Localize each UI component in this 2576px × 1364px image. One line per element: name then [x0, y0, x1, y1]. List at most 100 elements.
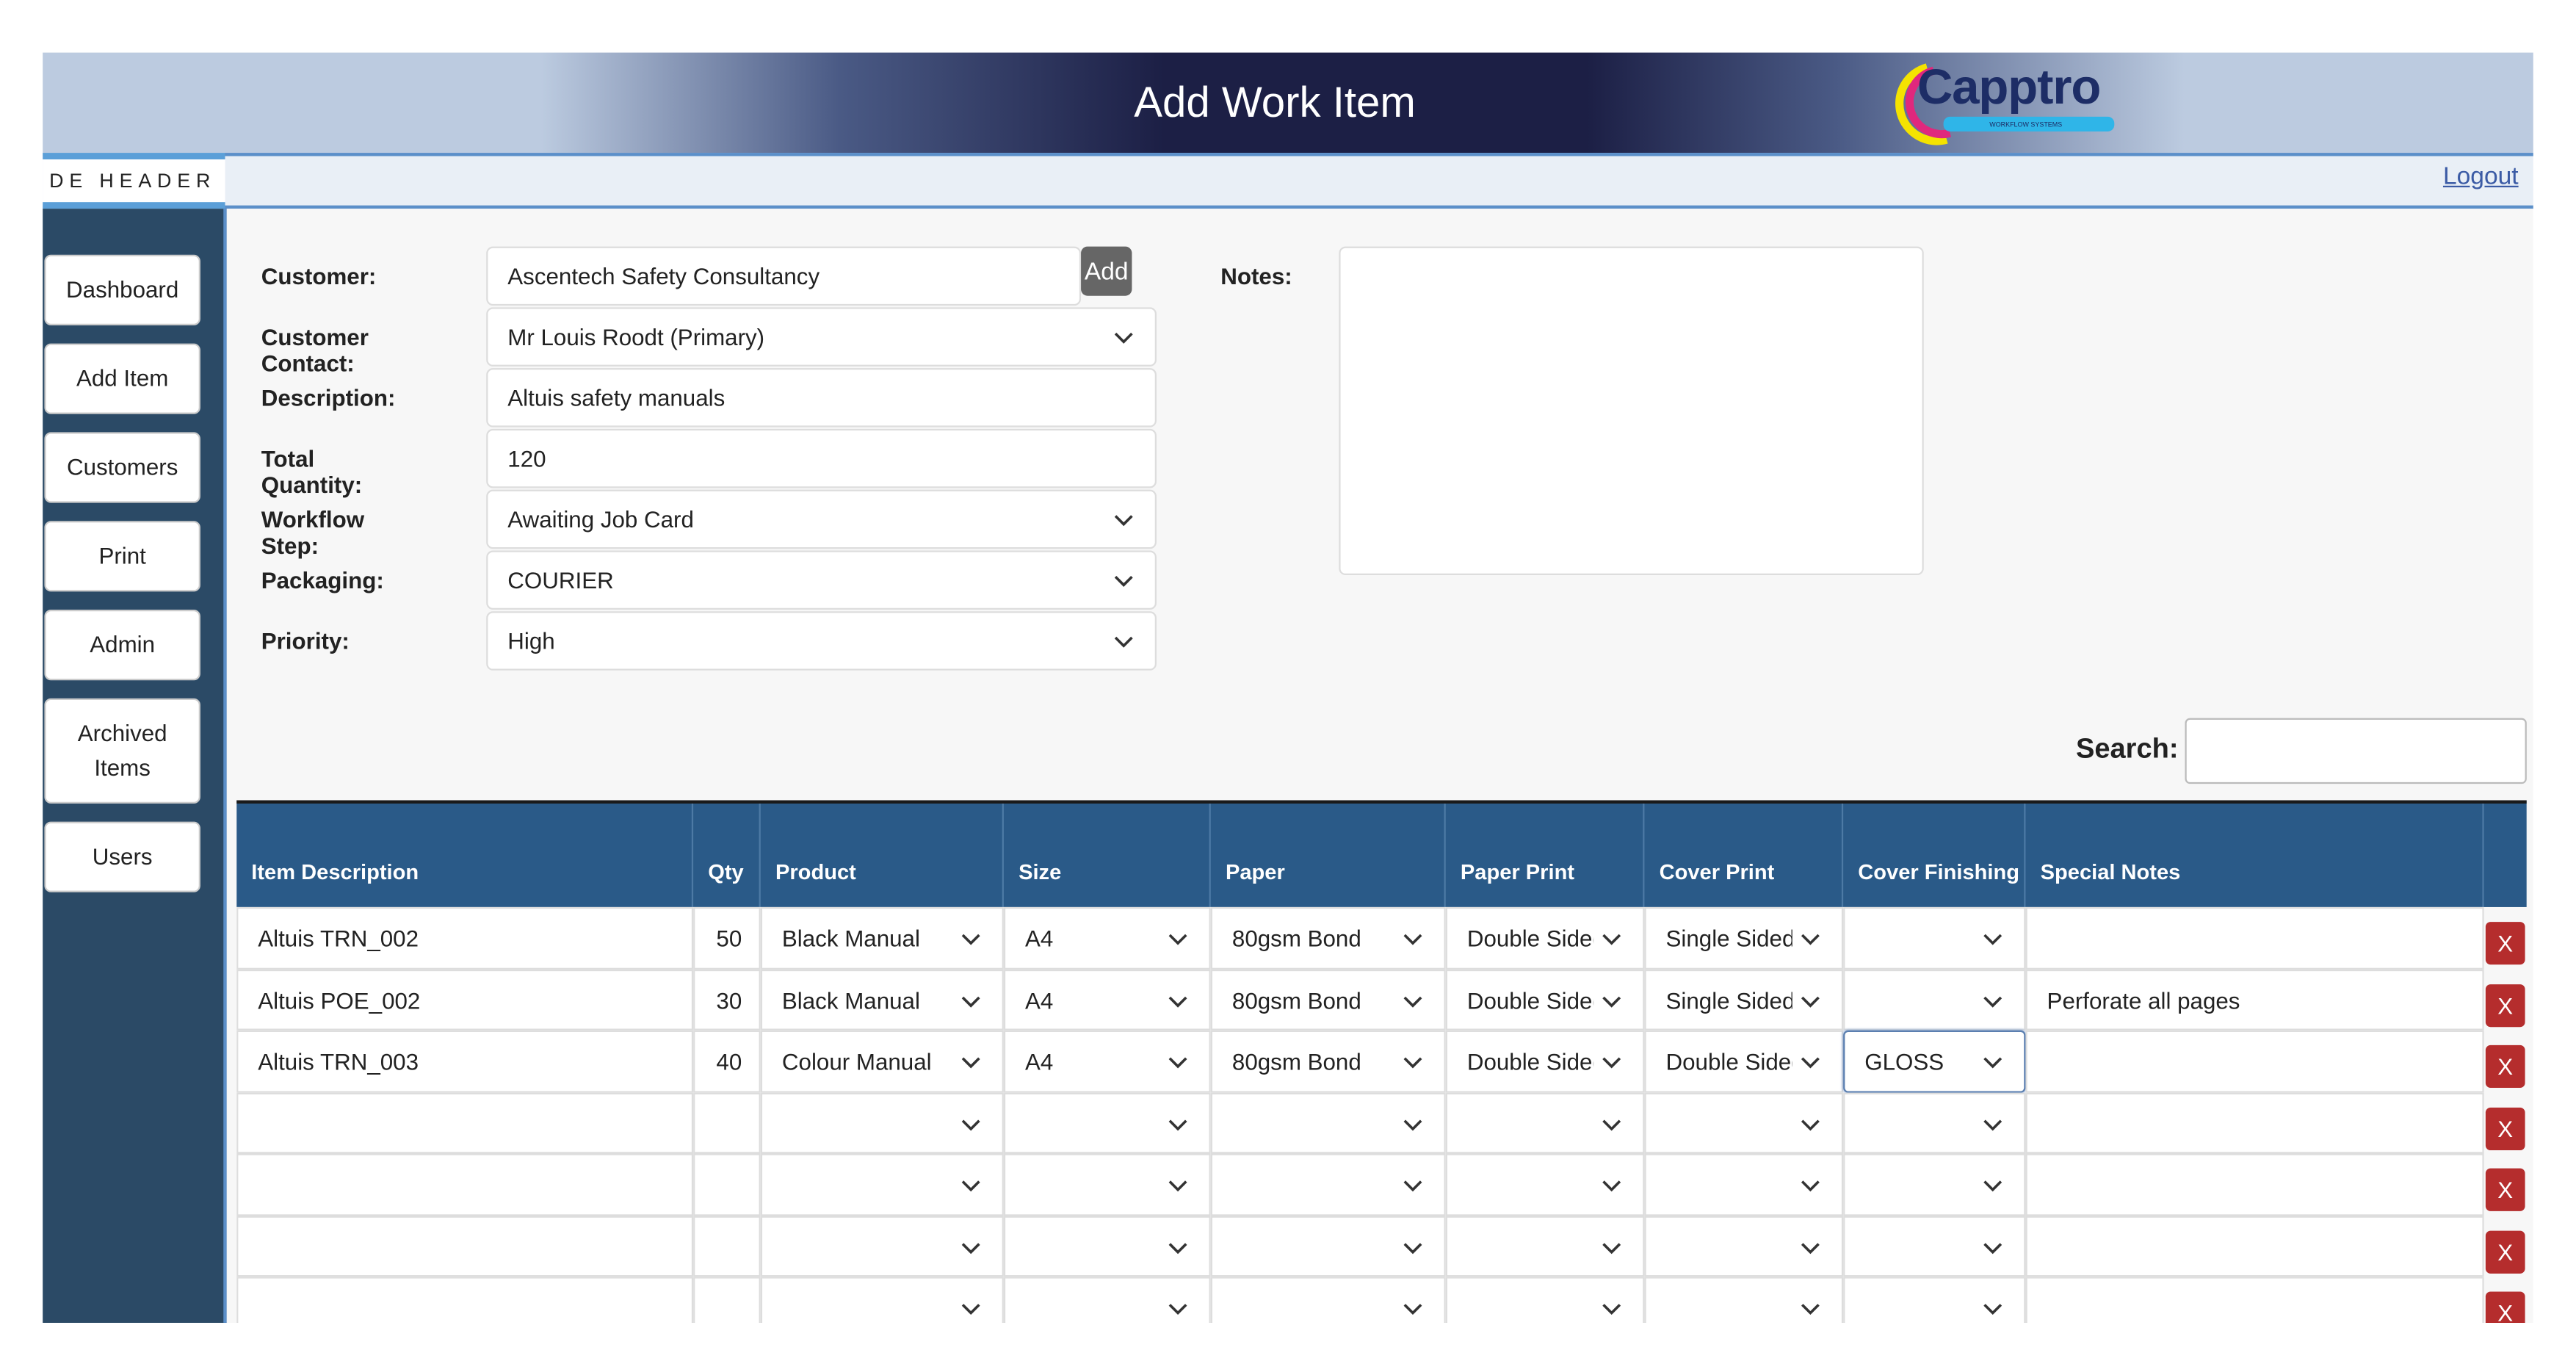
cell-value: Single Sided — [1665, 986, 1792, 1014]
field-select[interactable]: High — [486, 611, 1157, 671]
column-header: Paper — [1211, 803, 1446, 907]
delete-row-button[interactable]: X — [2485, 1230, 2525, 1273]
cell-input[interactable] — [236, 1091, 694, 1154]
cell-select[interactable] — [760, 1277, 1004, 1323]
cell-input[interactable] — [236, 1153, 694, 1216]
dropdown-chevron — [1168, 1057, 1187, 1069]
cell-select[interactable]: A4 — [1003, 968, 1211, 1031]
cell-select[interactable]: A4 — [1003, 1030, 1211, 1092]
cell-input[interactable] — [2025, 1153, 2484, 1216]
delete-row-button[interactable]: X — [2485, 1168, 2525, 1211]
cell-select[interactable]: 80gsm Bond — [1210, 968, 1446, 1031]
field-select[interactable]: Awaiting Job Card — [486, 489, 1157, 549]
delete-row-button[interactable]: X — [2485, 983, 2525, 1027]
cell-input[interactable] — [693, 1153, 761, 1216]
cell-select[interactable]: Black Manual — [760, 906, 1004, 969]
delete-row-button[interactable]: X — [2485, 1044, 2525, 1089]
delete-row-button[interactable]: X — [2485, 1106, 2525, 1150]
cell-value: Altuis TRN_003 — [258, 1048, 419, 1075]
cell-select[interactable] — [1843, 1277, 2026, 1323]
cell-input[interactable] — [236, 1215, 694, 1277]
cell-select[interactable] — [1644, 1215, 1844, 1277]
field-value: Awaiting Job Card — [507, 506, 694, 533]
field-input[interactable]: 120 — [486, 428, 1157, 488]
cell-select[interactable] — [760, 1215, 1004, 1277]
cell-select[interactable] — [1445, 1277, 1645, 1323]
cell-select[interactable]: A4 — [1003, 906, 1211, 969]
search-input[interactable] — [2185, 718, 2527, 784]
cell-input[interactable]: 40 — [693, 1030, 761, 1092]
cell-select[interactable] — [1003, 1277, 1211, 1323]
chevron-line — [1983, 1119, 2002, 1130]
cell-select[interactable]: 80gsm Bond — [1210, 906, 1446, 969]
cell-select[interactable]: Double Sided — [1445, 1030, 1645, 1092]
cell-input[interactable]: Altuis TRN_002 — [236, 906, 694, 969]
cell-input[interactable] — [2025, 1277, 2484, 1323]
cell-select[interactable]: Double Sided — [1644, 1030, 1844, 1092]
cell-select[interactable]: Double Sided — [1445, 906, 1645, 969]
logout-link[interactable]: Logout — [2442, 162, 2519, 191]
cell-select[interactable] — [1644, 1277, 1844, 1323]
cell-select[interactable] — [1210, 1153, 1446, 1216]
field-select[interactable]: Mr Louis Roodt (Primary) — [486, 307, 1157, 367]
field-label: Customer Contact: — [261, 323, 369, 377]
notes-textarea[interactable] — [1339, 246, 1924, 576]
dropdown-chevron — [1602, 934, 1621, 945]
cell-input[interactable] — [236, 1277, 694, 1323]
nav-button[interactable]: Add Item — [44, 343, 200, 414]
cell-select[interactable] — [1210, 1215, 1446, 1277]
cell-select[interactable]: 80gsm Bond — [1210, 1030, 1446, 1092]
cell-input[interactable] — [693, 1277, 761, 1323]
delete-row-button[interactable]: X — [2485, 922, 2525, 965]
nav-button[interactable]: Dashboard — [44, 254, 200, 325]
cell-select[interactable] — [1843, 1153, 2026, 1216]
nav-button[interactable]: Print — [44, 521, 200, 592]
cell-select[interactable] — [1003, 1215, 1211, 1277]
cell-input[interactable] — [693, 1215, 761, 1277]
add-customer-button[interactable]: Add — [1081, 246, 1132, 296]
cell-select[interactable] — [1644, 1153, 1844, 1216]
cell-input[interactable] — [2025, 1030, 2484, 1092]
nav-button[interactable]: Admin — [44, 610, 200, 681]
cell-select[interactable] — [1210, 1091, 1446, 1154]
cell-input[interactable]: 30 — [693, 968, 761, 1031]
cell-select[interactable]: Single Sided — [1644, 906, 1844, 969]
cell-select[interactable]: Black Manual — [760, 968, 1004, 1031]
cell-select[interactable] — [1843, 1215, 2026, 1277]
dropdown-chevron — [1602, 1119, 1621, 1130]
cell-select[interactable] — [1843, 906, 2026, 969]
cell-select[interactable] — [1843, 968, 2026, 1031]
nav-button[interactable]: Archived Items — [44, 698, 200, 804]
cell-input[interactable]: Altuis POE_002 — [236, 968, 694, 1031]
cell-value: Double Sided — [1466, 986, 1594, 1014]
cell-select[interactable] — [1003, 1153, 1211, 1216]
chevron-line — [1801, 1119, 1820, 1130]
delete-row-button[interactable]: X — [2485, 1291, 2525, 1323]
nav-button[interactable]: Users — [44, 821, 200, 892]
cell-input[interactable]: Altuis TRN_003 — [236, 1030, 694, 1092]
cell-select[interactable] — [1445, 1091, 1645, 1154]
cell-select[interactable] — [1210, 1277, 1446, 1323]
cell-input[interactable] — [693, 1091, 761, 1154]
cell-select[interactable] — [1843, 1091, 2026, 1154]
chevron-line — [1602, 1180, 1621, 1192]
field-select[interactable]: COURIER — [486, 550, 1157, 610]
cell-select[interactable] — [1003, 1091, 1211, 1154]
cell-select[interactable]: GLOSS — [1843, 1030, 2026, 1092]
field-input[interactable]: Altuis safety manuals — [486, 368, 1157, 427]
nav-button[interactable]: Customers — [44, 432, 200, 503]
cell-select[interactable]: Double Sided — [1445, 968, 1645, 1031]
cell-input[interactable] — [2025, 906, 2484, 969]
cell-select[interactable] — [1644, 1091, 1844, 1154]
cell-select[interactable] — [760, 1153, 1004, 1216]
field-input[interactable]: Ascentech Safety Consultancy — [486, 246, 1082, 306]
cell-select[interactable] — [760, 1091, 1004, 1154]
cell-select[interactable]: Colour Manual — [760, 1030, 1004, 1092]
cell-input[interactable]: Perforate all pages — [2025, 968, 2484, 1031]
cell-select[interactable]: Single Sided — [1644, 968, 1844, 1031]
cell-select[interactable] — [1445, 1215, 1645, 1277]
cell-select[interactable] — [1445, 1153, 1645, 1216]
cell-input[interactable] — [2025, 1215, 2484, 1277]
cell-input[interactable] — [2025, 1091, 2484, 1154]
cell-input[interactable]: 50 — [693, 906, 761, 969]
